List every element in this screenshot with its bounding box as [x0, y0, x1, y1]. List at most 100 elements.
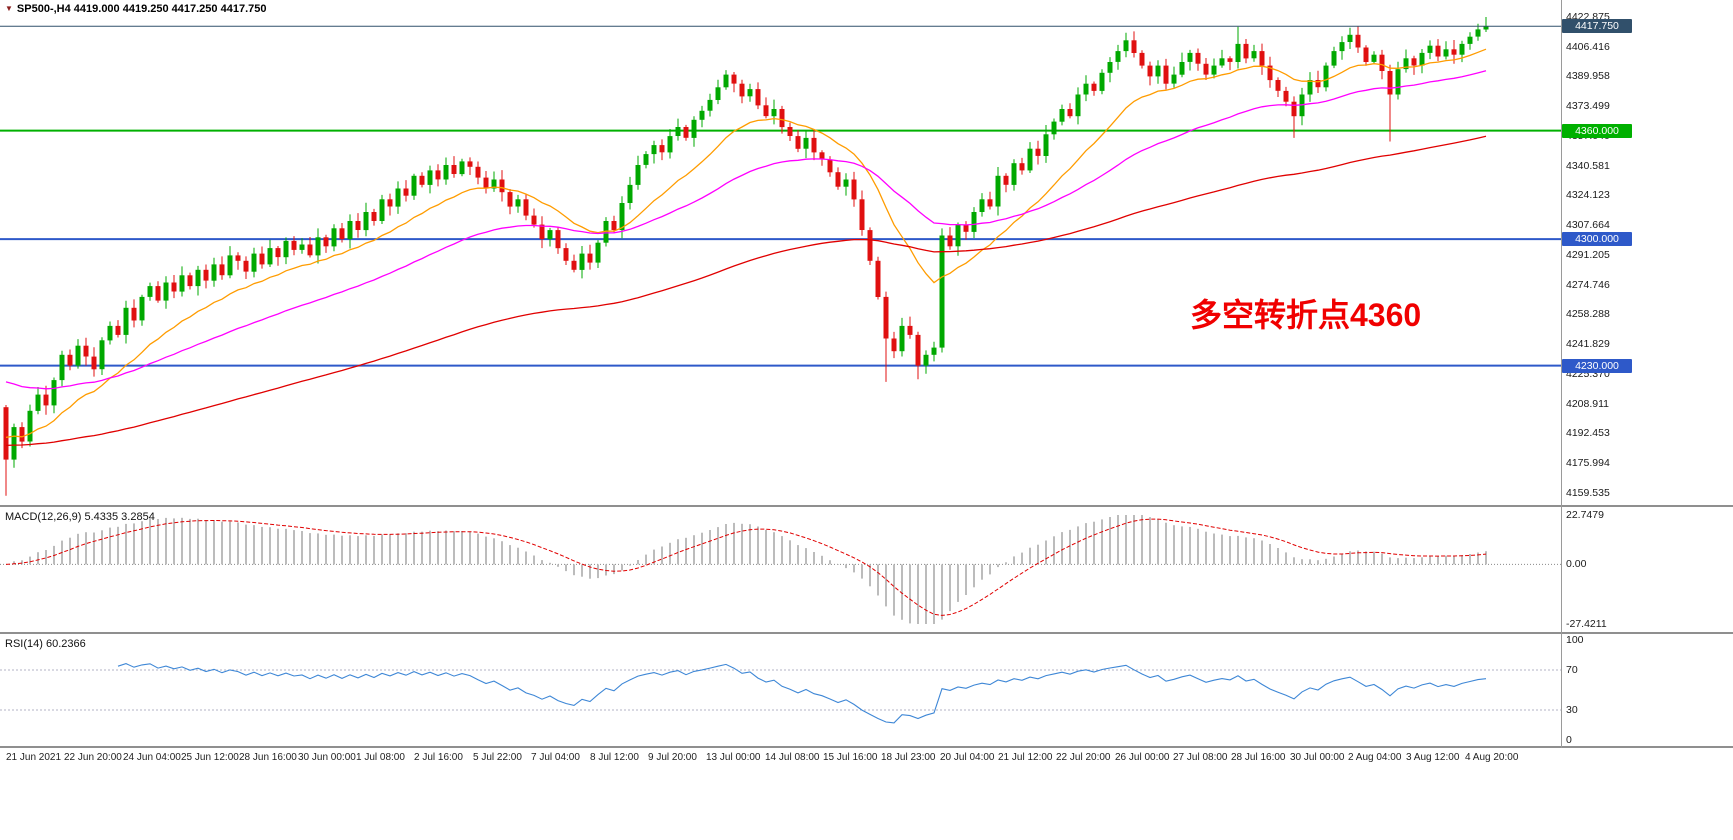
- candle-body: [715, 87, 721, 100]
- candle-body: [987, 199, 993, 207]
- candle-body: [211, 264, 217, 281]
- candle-body: [1347, 34, 1353, 42]
- rsi-indicator-chart[interactable]: [0, 634, 1561, 746]
- candle-body: [1003, 175, 1009, 185]
- panel-separator[interactable]: [0, 505, 1733, 507]
- candle-body: [11, 427, 17, 460]
- price-tick-label: 4291.205: [1566, 249, 1610, 261]
- candle-body: [587, 253, 593, 263]
- candle-body: [179, 275, 185, 292]
- candle-body: [379, 199, 385, 221]
- candle-body: [851, 179, 857, 200]
- rsi-tick-label: 100: [1566, 634, 1584, 646]
- candle-body: [555, 230, 561, 249]
- candle-body: [1475, 29, 1481, 37]
- candle-body: [1091, 83, 1097, 91]
- macd-tick-label: 0.00: [1566, 558, 1587, 570]
- candle-body: [1147, 65, 1153, 77]
- candle-body: [1107, 62, 1113, 73]
- candle-body: [675, 127, 681, 136]
- candle-body: [1483, 26, 1489, 30]
- candle-body: [667, 136, 673, 153]
- collapse-arrow-icon[interactable]: ▼: [5, 4, 13, 13]
- time-tick-label: 28 Jun 16:00: [239, 752, 297, 763]
- ma-fast-line: [5, 48, 1487, 439]
- time-tick-label: 27 Jul 08:00: [1173, 752, 1228, 763]
- candle-body: [1051, 121, 1057, 135]
- candle-body: [731, 74, 737, 84]
- candle-body: [659, 145, 665, 153]
- candle-body: [795, 136, 801, 149]
- candle-body: [195, 269, 201, 287]
- candle-body: [1331, 51, 1337, 66]
- candle-body: [1275, 80, 1281, 91]
- candle-body: [83, 345, 89, 357]
- candle-body: [1427, 45, 1433, 53]
- candle-body: [315, 237, 321, 256]
- candle-body: [803, 137, 809, 149]
- candle-body: [1387, 71, 1393, 95]
- rsi-tick-label: 0: [1566, 734, 1572, 746]
- candle-body: [411, 175, 417, 196]
- candle-body: [1035, 148, 1041, 156]
- time-tick-label: 14 Jul 08:00: [765, 752, 820, 763]
- candle-body: [171, 282, 177, 292]
- macd-header: MACD(12,26,9) 5.4335 3.2854: [5, 511, 155, 523]
- macd-indicator-chart[interactable]: [0, 507, 1561, 632]
- time-tick-label: 7 Jul 04:00: [531, 752, 580, 763]
- candle-body: [755, 89, 761, 106]
- candle-body: [1451, 49, 1457, 55]
- candle-body: [1099, 72, 1105, 91]
- candle-body: [19, 427, 25, 442]
- candle-body: [1379, 54, 1385, 71]
- candle-body: [539, 224, 545, 240]
- candle-body: [907, 325, 913, 335]
- time-tick-label: 20 Jul 04:00: [940, 752, 995, 763]
- candle-body: [827, 159, 833, 173]
- candle-body: [475, 166, 481, 178]
- candlestick-chart[interactable]: [0, 0, 1561, 505]
- candle-body: [819, 152, 825, 160]
- candle-body: [595, 242, 601, 263]
- candle-body: [1243, 43, 1249, 59]
- time-tick-label: 25 Jun 12:00: [181, 752, 239, 763]
- time-tick-label: 9 Jul 20:00: [648, 752, 697, 763]
- candle-body: [723, 74, 729, 88]
- candle-body: [971, 212, 977, 232]
- candle-body: [1259, 51, 1265, 66]
- candle-body: [843, 179, 849, 187]
- candle-body: [1027, 148, 1033, 171]
- candle-body: [1363, 47, 1369, 62]
- price-level-badge: 4360.000: [1562, 124, 1632, 138]
- price-tick-label: 4373.499: [1566, 100, 1610, 112]
- candle-body: [219, 264, 225, 276]
- candle-body: [347, 221, 353, 240]
- candle-body: [1171, 74, 1177, 84]
- candle-body: [403, 188, 409, 196]
- candle-body: [571, 260, 577, 270]
- candle-body: [131, 307, 137, 321]
- candle-body: [1395, 69, 1401, 95]
- candle-body: [1131, 40, 1137, 53]
- candle-body: [1283, 90, 1289, 102]
- candle-body: [859, 199, 865, 230]
- candle-body: [939, 235, 945, 348]
- candle-body: [67, 354, 73, 366]
- candle-body: [59, 354, 65, 381]
- panel-separator[interactable]: [0, 746, 1733, 748]
- candle-body: [883, 296, 889, 339]
- candle-body: [203, 269, 209, 281]
- candle-body: [107, 325, 113, 341]
- candle-body: [915, 334, 921, 366]
- candle-body: [427, 170, 433, 185]
- candle-body: [1227, 58, 1233, 62]
- candle-body: [779, 109, 785, 128]
- panel-separator[interactable]: [0, 632, 1733, 634]
- candle-body: [259, 253, 265, 265]
- time-tick-label: 2 Jul 16:00: [414, 752, 463, 763]
- candle-body: [1075, 94, 1081, 117]
- candle-body: [1371, 54, 1377, 62]
- candle-body: [1307, 80, 1313, 95]
- rsi-header: RSI(14) 60.2366: [5, 638, 86, 650]
- candle-body: [43, 394, 49, 406]
